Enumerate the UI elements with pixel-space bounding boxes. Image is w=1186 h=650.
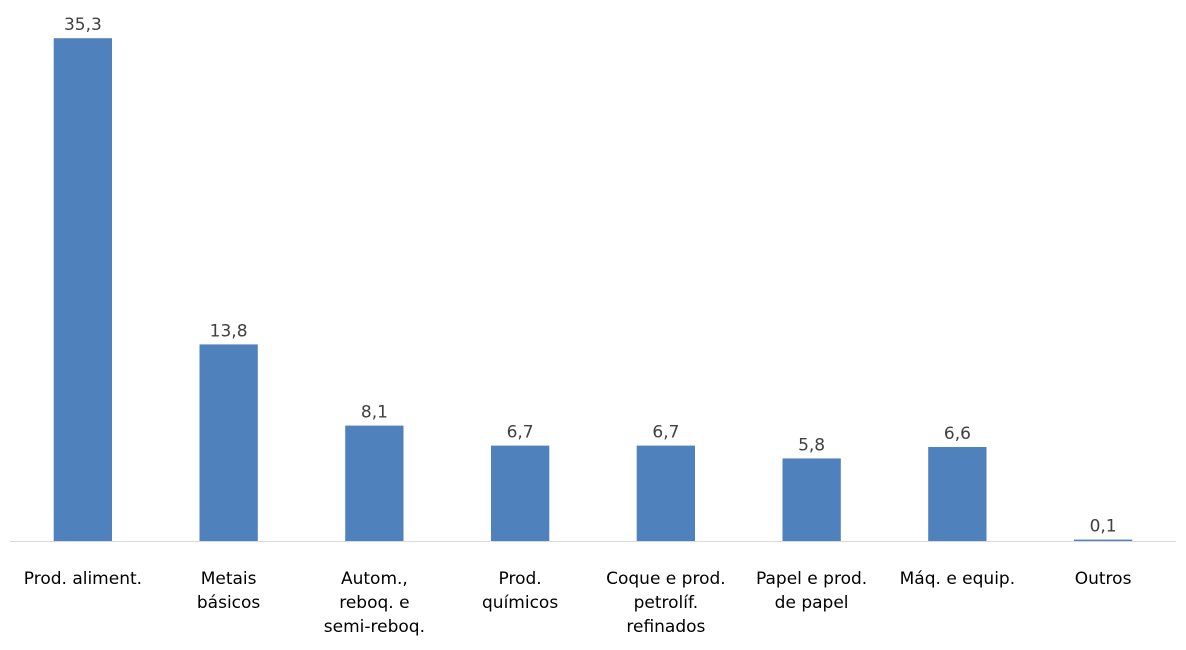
data-label-2: 13,8 [210,321,248,341]
data-label-7: 6,6 [944,424,971,444]
tick-label-7: Máq. e equip. [900,569,1016,589]
tick-label-1: Prod. aliment. [24,569,142,589]
tick-label-2: Metais básicos [197,569,261,613]
tick-label-5: Coque e prod. petrolíf. refinados [606,569,726,637]
tick-label-8: Outros [1075,569,1132,589]
data-label-1: 35,3 [64,15,102,35]
bar-1 [53,38,112,541]
bar-2 [199,344,258,541]
data-label-5: 6,7 [652,423,679,443]
bar-3 [345,425,404,541]
bars-group [53,38,1133,541]
data-label-3: 8,1 [361,403,388,423]
bar-7 [928,447,987,541]
tick-label-6: Papel e prod. de papel [756,569,867,613]
bar-6 [782,458,841,541]
data-label-6: 5,8 [798,435,825,455]
tick-label-3: Autom., reboq. e semi-reboq. [324,569,425,637]
tick-labels-group: Prod. aliment. Metais básicos Autom., reboq.… [24,569,1132,637]
value-labels-group: 35,3 13,8 8,1 6,7 6,7 5,8 6,6 0,1 [64,15,1117,536]
bar-4 [491,445,550,541]
bar-5 [636,445,695,541]
data-label-8: 0,1 [1090,517,1117,537]
tick-label-4: Prod. químicos [482,569,558,613]
bar-8 [1074,539,1133,541]
data-label-4: 6,7 [507,423,534,443]
